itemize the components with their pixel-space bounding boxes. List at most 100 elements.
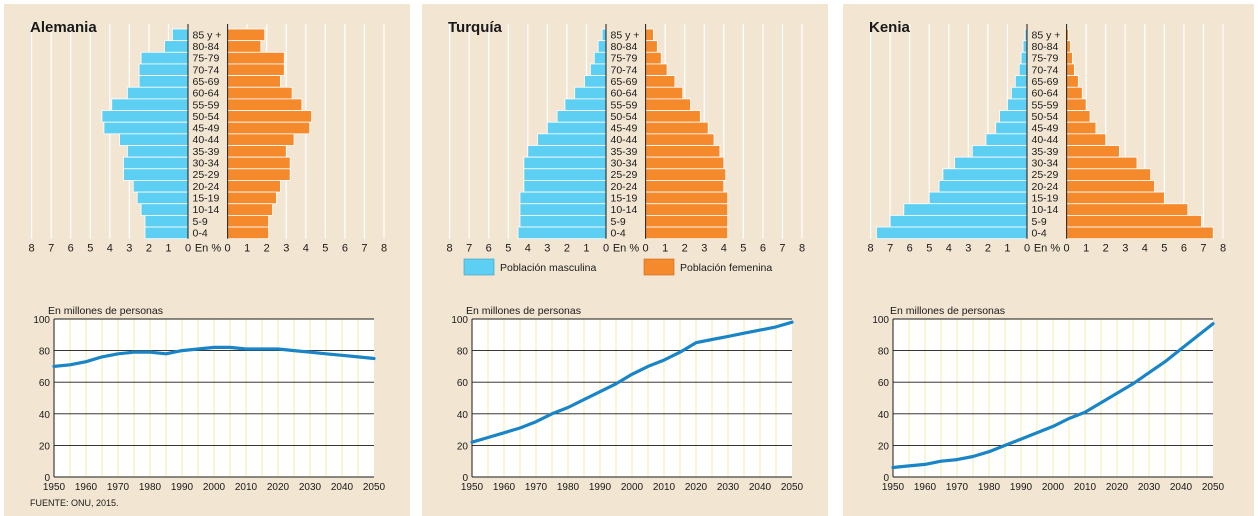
bar-male-5-9 — [144, 214, 189, 228]
age-label: 55-59 — [1032, 99, 1059, 111]
x-tick-label: 2040 — [749, 482, 772, 493]
x-tick-female: 3 — [701, 243, 707, 255]
bar-male-75-79 — [593, 51, 607, 65]
bar-female-55-59 — [227, 98, 303, 111]
y-axis-label: En millones de personas — [48, 305, 163, 317]
x-tick-female: 4 — [721, 243, 727, 255]
x-tick-female: 6 — [1181, 243, 1187, 255]
x-tick-male: 1 — [583, 243, 589, 255]
bar-female-35-39 — [1066, 145, 1120, 158]
figure-turquia: 85 y +80-8475-7970-7465-6960-6455-5950-5… — [447, 19, 806, 493]
bar-male-20-24 — [523, 180, 607, 193]
x-tick-male: 3 — [126, 243, 132, 255]
age-label: 0-4 — [193, 227, 208, 239]
country-title: Turquía — [448, 19, 503, 36]
bar-male-70-74 — [138, 63, 189, 77]
x-tick-label: 2050 — [1202, 482, 1225, 493]
bar-female-20-24 — [227, 180, 281, 193]
x-tick-female: 5 — [322, 243, 328, 255]
y-tick-label: 0 — [883, 473, 889, 484]
x-tick-male: 6 — [907, 243, 913, 255]
x-tick-female: 6 — [760, 243, 766, 255]
age-label: 20-24 — [611, 181, 638, 193]
age-label: 10-14 — [611, 204, 638, 216]
bar-male-70-74 — [1018, 63, 1028, 77]
bar-female-75-79 — [1066, 51, 1073, 65]
bar-male-60-64 — [574, 86, 607, 100]
x-tick-male: 5 — [505, 243, 511, 255]
bar-female-25-29 — [227, 168, 291, 181]
age-label: 15-19 — [1032, 192, 1059, 204]
x-tick-label: 2000 — [203, 482, 226, 493]
age-label: 25-29 — [611, 169, 638, 181]
bar-male-45-49 — [546, 121, 607, 135]
bar-male-75-79 — [140, 51, 189, 65]
x-tick-label: 2010 — [653, 482, 676, 493]
x-tick-female: 0 — [643, 243, 649, 255]
x-tick-male: 8 — [868, 243, 874, 255]
age-label: 10-14 — [1032, 204, 1059, 216]
x-tick-label: 1970 — [107, 482, 130, 493]
age-label: 5-9 — [193, 216, 208, 228]
age-label: 10-14 — [193, 204, 220, 216]
age-label: 25-29 — [193, 169, 220, 181]
bar-male-80-84 — [1022, 40, 1028, 53]
y-tick-label: 100 — [451, 315, 468, 326]
x-tick-label: 1980 — [139, 482, 162, 493]
age-label: 75-79 — [193, 53, 220, 65]
x-tick-female: 8 — [799, 243, 805, 255]
panel-kenia: 85 y +80-84 75-79 70-74 65-69 60-64 55-59 50-5… — [843, 4, 1254, 516]
bar-male-50-54 — [556, 110, 607, 123]
age-label: 65-69 — [1032, 76, 1059, 88]
bar-male-5-9 — [519, 214, 607, 228]
x-tick-label: 2030 — [717, 482, 740, 493]
bar-male-35-39 — [971, 145, 1028, 158]
age-label: 65-69 — [193, 76, 220, 88]
legend-swatch-female — [643, 258, 675, 276]
bar-female-85-y — [227, 28, 266, 42]
x-tick-male: 8 — [447, 243, 453, 255]
bar-female-80-84 — [645, 40, 658, 53]
bar-male-0-4 — [144, 226, 189, 240]
x-tick-female: 4 — [303, 243, 309, 255]
bar-male-5-9 — [889, 214, 1028, 228]
bar-male-80-84 — [597, 40, 607, 53]
bar-female-65-69 — [227, 75, 281, 88]
age-label: 0-4 — [611, 227, 626, 239]
bar-female-75-79 — [227, 51, 285, 65]
x-tick-label: 1990 — [589, 482, 612, 493]
bar-female-15-19 — [645, 191, 729, 205]
age-label: 85 y + — [1032, 29, 1061, 41]
bar-female-5-9 — [645, 214, 729, 228]
bar-female-0-4 — [227, 226, 270, 240]
age-label: 30-34 — [193, 158, 220, 170]
age-label: 40-44 — [1032, 134, 1059, 146]
bar-female-50-54 — [645, 110, 701, 123]
bar-female-60-64 — [1066, 86, 1083, 100]
age-label: 5-9 — [1032, 216, 1047, 228]
bar-female-80-84 — [1066, 40, 1071, 53]
x-tick-male: 5 — [87, 243, 93, 255]
x-tick-female: 1 — [1083, 243, 1089, 255]
bar-male-75-79 — [1020, 51, 1028, 65]
x-axis-unit: En % — [195, 243, 222, 255]
x-tick-female: 4 — [1142, 243, 1148, 255]
x-tick-female: 0 — [225, 243, 231, 255]
age-label: 30-34 — [1032, 158, 1059, 170]
x-axis-unit: En % — [613, 243, 640, 255]
x-tick-label: 1950 — [461, 482, 484, 493]
x-tick-male: 7 — [48, 243, 54, 255]
bar-male-30-34 — [954, 156, 1028, 170]
age-label: 30-34 — [611, 158, 638, 170]
bar-male-50-54 — [999, 110, 1028, 123]
bar-female-85-y — [645, 28, 654, 42]
bar-male-60-64 — [126, 86, 189, 100]
y-tick-label: 100 — [872, 315, 889, 326]
age-label: 80-84 — [193, 41, 220, 53]
x-tick-female: 2 — [264, 243, 270, 255]
y-tick-label: 80 — [878, 347, 890, 358]
x-tick-label: 2010 — [1074, 482, 1097, 493]
bar-female-50-54 — [227, 110, 313, 123]
